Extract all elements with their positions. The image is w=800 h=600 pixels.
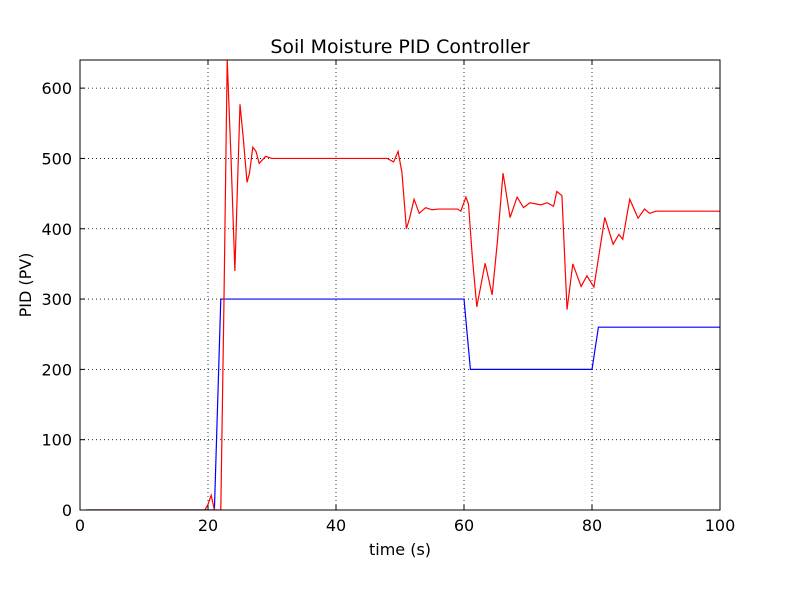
y-tick-label: 500	[41, 149, 72, 168]
plot-frame	[79, 59, 721, 511]
y-tick-label: 300	[41, 290, 72, 309]
x-tick-label: 60	[454, 516, 474, 535]
x-tick-label: 80	[582, 516, 602, 535]
y-tick-label: 0	[62, 501, 72, 520]
y-axis-label: PID (PV)	[16, 253, 35, 318]
x-tick-label: 100	[705, 516, 736, 535]
x-axis-label: time (s)	[369, 540, 431, 559]
chart-title: Soil Moisture PID Controller	[270, 36, 529, 58]
y-tick-label: 600	[41, 79, 72, 98]
x-tick-label: 40	[326, 516, 346, 535]
x-tick-label: 0	[75, 516, 85, 535]
y-tick-label: 400	[41, 220, 72, 239]
data-line	[86, 60, 720, 510]
y-tick-label: 200	[41, 360, 72, 379]
y-tick-label: 100	[41, 431, 72, 450]
x-tick-label: 20	[198, 516, 218, 535]
data-line	[86, 298, 720, 510]
